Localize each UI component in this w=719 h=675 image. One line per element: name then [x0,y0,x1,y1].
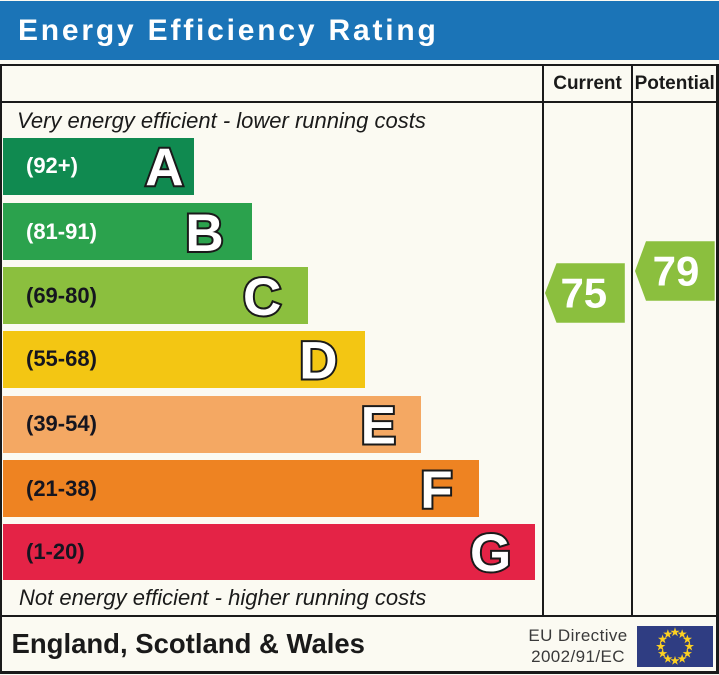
svg-text:A: A [145,139,183,198]
svg-text:D: D [299,332,337,391]
svg-text:F: F [420,461,452,520]
svg-text:75: 75 [560,270,607,317]
svg-text:C: C [243,268,281,327]
svg-text:G: G [470,524,511,583]
svg-text:79: 79 [653,248,700,295]
svg-text:E: E [361,397,396,456]
svg-text:B: B [185,204,223,263]
